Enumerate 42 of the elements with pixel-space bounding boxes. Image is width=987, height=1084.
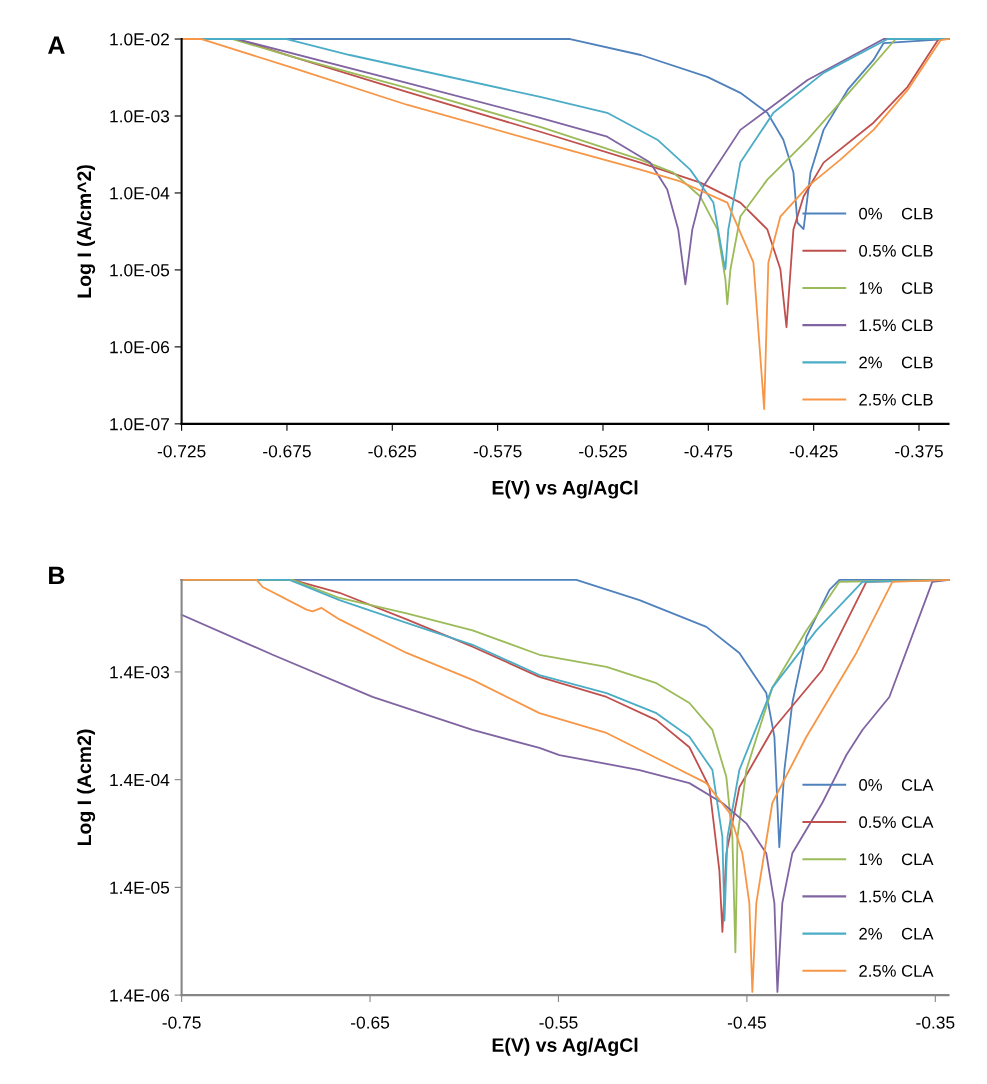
y-tick-label: 1.4E-03: [110, 666, 170, 679]
legend-label: 2.5% CLA: [859, 965, 934, 977]
y-axis-title: Log I (A/cm^2): [76, 165, 96, 298]
x-tick-label: -0.425: [789, 445, 838, 458]
x-tick-label: -0.675: [263, 445, 311, 458]
y-tick-label: 1.4E-04: [110, 773, 170, 787]
x-tick-label: -0.55: [539, 1016, 578, 1029]
x-axis-title: E(V) vs Ag/AgCl: [492, 480, 638, 499]
x-tick-label: -0.725: [157, 445, 206, 458]
legend-label: 0% CLB: [859, 207, 933, 220]
line-series: [180, 38, 950, 410]
x-tick-label: -0.525: [579, 445, 627, 458]
chart-title: A: [48, 36, 65, 54]
y-tick-label: 1.0E-03: [110, 110, 170, 123]
legend-label: 1% CLB: [859, 282, 933, 294]
x-tick-label: -0.35: [916, 1016, 955, 1029]
y-tick-label: 1.0E-02: [110, 33, 169, 46]
legend-label: 1% CLA: [859, 853, 934, 866]
legend-label: 1.5% CLB: [859, 319, 933, 332]
x-tick-label: -0.475: [684, 445, 733, 458]
legend-label: 0% CLA: [859, 779, 934, 791]
x-tick-label: -0.65: [351, 1016, 390, 1029]
legend-label: 2% CLB: [859, 356, 933, 369]
y-tick-label: 1.0E-06: [110, 341, 170, 354]
y-tick-label: 1.0E-07: [110, 418, 169, 431]
chart-title: B: [49, 566, 65, 585]
y-tick-label: 1.4E-06: [110, 989, 170, 1002]
legend-label: 2.5% CLB: [859, 393, 933, 406]
x-tick-label: -0.375: [895, 445, 943, 458]
x-tick-label: -0.45: [727, 1016, 766, 1029]
legend-label: 0.5% CLA: [859, 816, 934, 829]
y-tick-label: 1.0E-05: [110, 264, 170, 277]
x-tick-label: -0.75: [162, 1016, 201, 1029]
legend-label: 1.5% CLA: [859, 890, 934, 903]
x-tick-label: -0.625: [368, 445, 417, 458]
y-axis-title: Log I (Acm2): [76, 729, 96, 846]
y-tick-label: 1.0E-04: [110, 187, 170, 200]
x-axis-title: E(V) vs Ag/AgCl: [492, 1037, 638, 1056]
legend-label: 2% CLA: [859, 927, 934, 940]
x-tick-label: -0.575: [473, 445, 522, 458]
legend-label: 0.5% CLB: [859, 244, 933, 257]
y-tick-label: 1.4E-05: [110, 881, 170, 894]
